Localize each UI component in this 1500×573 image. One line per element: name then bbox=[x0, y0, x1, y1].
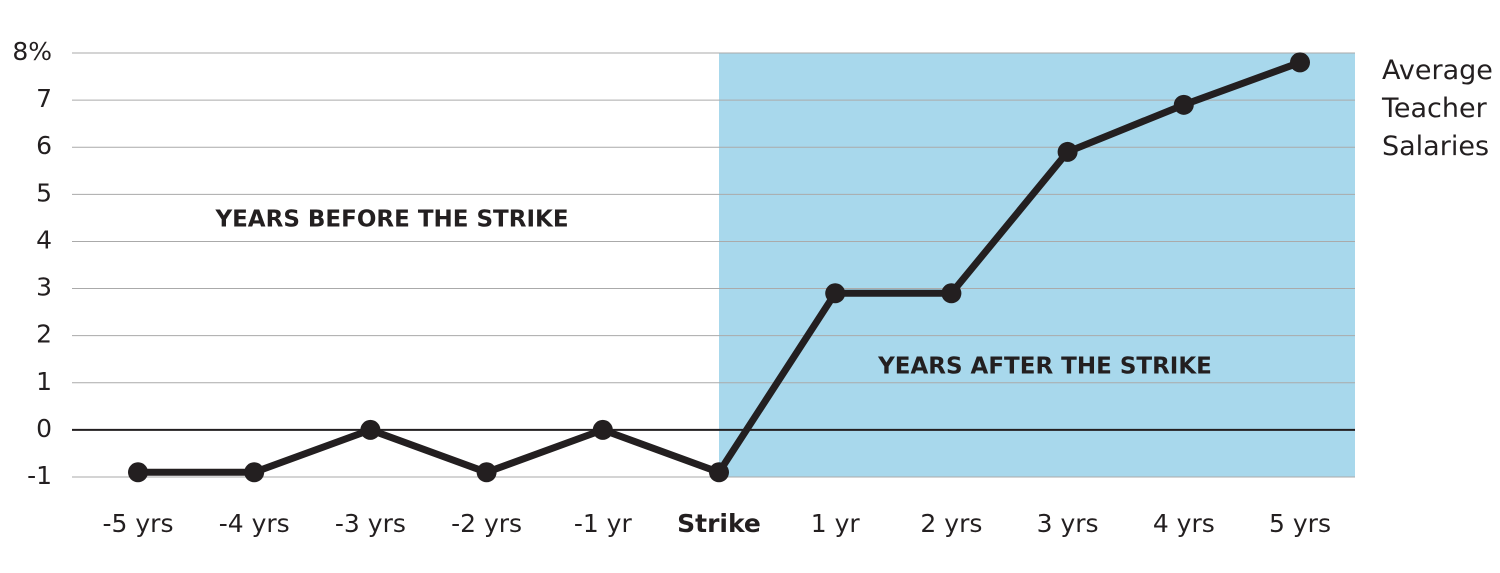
highlight-region bbox=[719, 53, 1355, 477]
annotation: YEARS AFTER THE STRIKE bbox=[877, 354, 1212, 380]
x-tick-label: -5 yrs bbox=[103, 509, 174, 538]
x-tick-label: -1 yr bbox=[574, 509, 633, 538]
x-tick-label: 1 yr bbox=[811, 509, 861, 538]
y-tick-label: 5 bbox=[36, 178, 52, 207]
point bbox=[941, 283, 962, 304]
point bbox=[360, 419, 381, 440]
y-tick-label: 7 bbox=[36, 84, 52, 113]
point bbox=[825, 283, 846, 304]
x-tick-label: 2 yrs bbox=[920, 509, 982, 538]
x-tick-label: 3 yrs bbox=[1037, 509, 1099, 538]
x-tick-label: 5 yrs bbox=[1269, 509, 1331, 538]
x-tick-label: -4 yrs bbox=[219, 509, 290, 538]
x-tick-label: 4 yrs bbox=[1153, 509, 1215, 538]
annotation: YEARS BEFORE THE STRIKE bbox=[214, 207, 568, 233]
y-tick-label: 2 bbox=[36, 320, 52, 349]
point bbox=[244, 462, 265, 483]
legend-label: Average Teacher Salaries bbox=[1382, 55, 1493, 162]
point bbox=[1173, 94, 1194, 115]
point bbox=[1057, 141, 1078, 162]
point bbox=[1290, 52, 1310, 73]
x-tick-label: -2 yrs bbox=[451, 509, 522, 538]
x-tick-label: -3 yrs bbox=[335, 509, 406, 538]
y-tick-label: 0 bbox=[36, 414, 52, 443]
x-tick-label: Strike bbox=[677, 509, 761, 538]
point bbox=[592, 419, 613, 440]
y-tick-label: -1 bbox=[27, 461, 52, 490]
point bbox=[128, 462, 148, 483]
point bbox=[709, 462, 729, 483]
point bbox=[476, 462, 497, 483]
y-tick-label: 3 bbox=[36, 273, 52, 302]
y-tick-label: 6 bbox=[36, 131, 52, 160]
y-tick-label: 8% bbox=[12, 37, 52, 66]
y-tick-label: 4 bbox=[36, 225, 52, 254]
y-tick-label: 1 bbox=[36, 367, 52, 396]
